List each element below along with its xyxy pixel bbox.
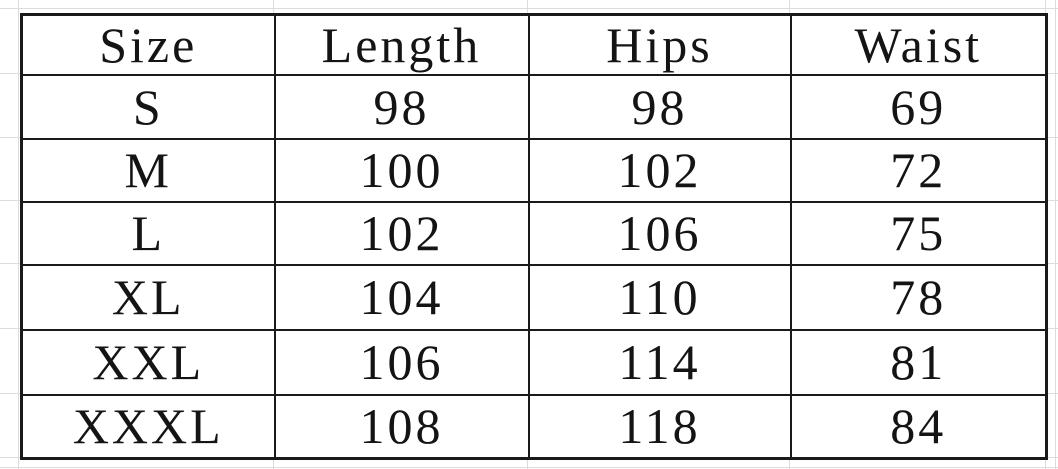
column-header-length: Length [273,13,530,76]
cell-hips: 118 [527,393,792,460]
cell-size: L [20,200,276,266]
cell-size: S [20,73,276,140]
cell-waist: 81 [789,328,1048,396]
cell-waist: 72 [789,137,1048,203]
cell-waist: 84 [789,393,1048,460]
cell-size: XXL [20,328,276,396]
table-row: XXL 106 114 81 [20,328,1048,396]
cell-length: 98 [273,73,530,140]
cell-size: XL [20,263,276,331]
gridline [1055,0,1056,469]
cell-hips: 102 [527,137,792,203]
column-header-waist: Waist [789,13,1048,76]
table-row: M 100 102 72 [20,137,1048,203]
cell-hips: 106 [527,200,792,266]
table-row: S 98 98 69 [20,73,1048,140]
gridline [18,0,19,469]
cell-hips: 114 [527,328,792,396]
table-row: XL 104 110 78 [20,263,1048,331]
cell-size: XXXL [20,393,276,460]
gridline [0,467,1058,468]
table-row: L 102 106 75 [20,200,1048,266]
size-chart-table: Size Length Hips Waist S 98 98 69 M 100 … [20,13,1048,460]
gridline [0,8,1058,9]
column-header-hips: Hips [527,13,792,76]
cell-hips: 98 [527,73,792,140]
cell-length: 102 [273,200,530,266]
header-row: Size Length Hips Waist [20,13,1048,76]
cell-length: 108 [273,393,530,460]
cell-size: M [20,137,276,203]
cell-waist: 78 [789,263,1048,331]
table-row: XXXL 108 118 84 [20,393,1048,460]
cell-waist: 69 [789,73,1048,140]
column-header-size: Size [20,13,276,76]
cell-waist: 75 [789,200,1048,266]
cell-hips: 110 [527,263,792,331]
cell-length: 100 [273,137,530,203]
cell-length: 104 [273,263,530,331]
cell-length: 106 [273,328,530,396]
